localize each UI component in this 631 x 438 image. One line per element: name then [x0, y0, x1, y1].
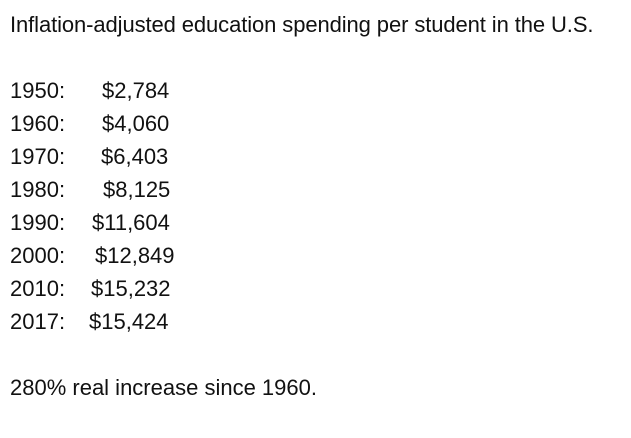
list-item: 1950: $2,784 — [10, 74, 621, 107]
summary-text: 280% real increase since 1960. — [10, 375, 317, 400]
spending-list: 1950: $2,784 1960: $4,060 1970: $6,403 1… — [10, 74, 621, 338]
amount-value: $11,604 — [92, 210, 170, 235]
list-item: 1980: $8,125 — [10, 173, 621, 206]
year-label: 1990: — [10, 210, 66, 235]
year-label: 2010: — [10, 276, 66, 301]
document-title: Inflation-adjusted education spending pe… — [10, 12, 594, 37]
list-item: 2010: $15,232 — [10, 272, 621, 305]
list-item: 1990: $11,604 — [10, 206, 621, 239]
list-item: 2000: $12,849 — [10, 239, 621, 272]
amount-value: $6,403 — [101, 144, 169, 169]
amount-value: $12,849 — [95, 243, 175, 268]
list-item: 2017: $15,424 — [10, 305, 621, 338]
amount-value: $15,232 — [91, 276, 171, 301]
year-label: 2000: — [10, 243, 66, 268]
year-label: 2017: — [10, 309, 66, 334]
list-item: 1960: $4,060 — [10, 107, 621, 140]
amount-value: $4,060 — [102, 111, 170, 136]
year-label: 1950: — [10, 78, 66, 103]
year-label: 1980: — [10, 177, 66, 202]
amount-value: $8,125 — [103, 177, 171, 202]
amount-value: $15,424 — [89, 309, 169, 334]
year-label: 1960: — [10, 111, 66, 136]
year-label: 1970: — [10, 144, 66, 169]
amount-value: $2,784 — [102, 78, 170, 103]
list-item: 1970: $6,403 — [10, 140, 621, 173]
